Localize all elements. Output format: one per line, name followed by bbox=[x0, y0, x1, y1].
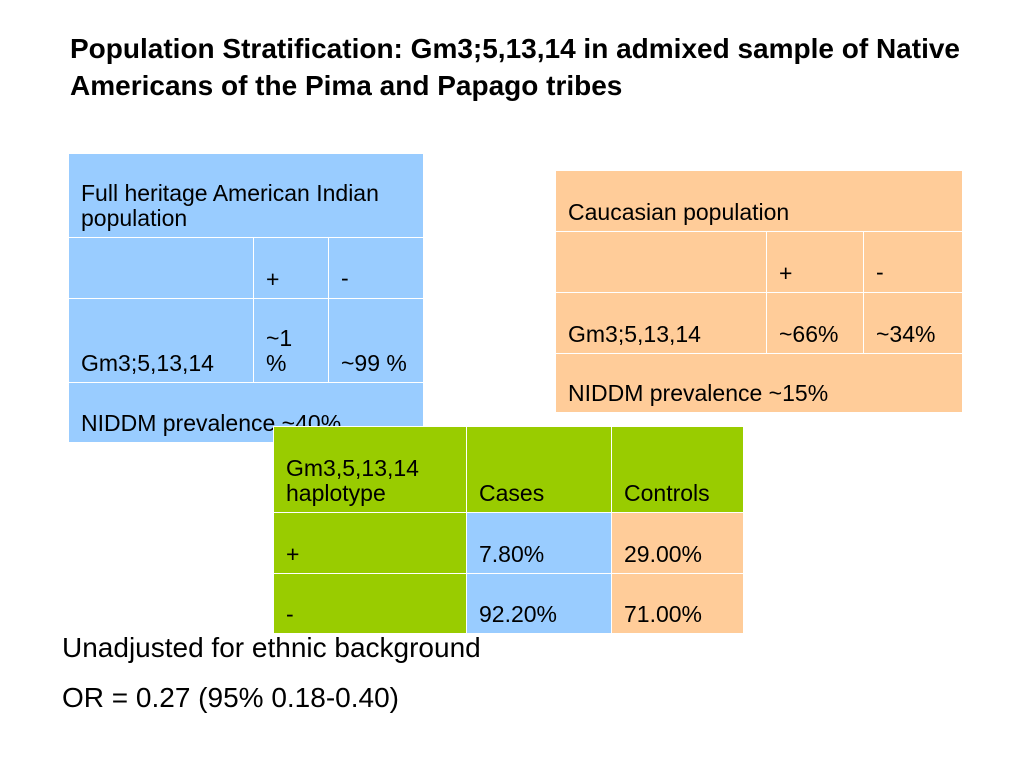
caucasian-table: Caucasian population + - Gm3;5,13,14 ~66… bbox=[555, 170, 963, 413]
controls-header: Controls bbox=[611, 426, 744, 513]
caucasian-val-minus: ~34% bbox=[863, 292, 963, 354]
full-heritage-header: Full heritage American Indian population bbox=[68, 153, 424, 238]
full-heritage-col-minus: - bbox=[328, 237, 424, 299]
full-heritage-val-minus: ~99 % bbox=[328, 298, 424, 383]
row-minus-controls: 71.00% bbox=[611, 573, 744, 634]
full-heritage-table: Full heritage American Indian population… bbox=[68, 153, 424, 443]
note-odds-ratio: OR = 0.27 (95% 0.18-0.40) bbox=[62, 682, 399, 713]
note-unadjusted: Unadjusted for ethnic background bbox=[62, 632, 481, 663]
row-minus-label: - bbox=[273, 573, 467, 634]
caucasian-footer: NIDDM prevalence ~15% bbox=[555, 353, 963, 413]
haplotype-header: Gm3,5,13,14 haplotype bbox=[273, 426, 467, 513]
caucasian-val-plus: ~66% bbox=[766, 292, 864, 354]
row-plus-controls: 29.00% bbox=[611, 512, 744, 574]
caucasian-col-minus: - bbox=[863, 231, 963, 293]
caucasian-row-label: Gm3;5,13,14 bbox=[555, 292, 767, 354]
row-minus-cases: 92.20% bbox=[466, 573, 612, 634]
full-heritage-row-label: Gm3;5,13,14 bbox=[68, 298, 254, 383]
caucasian-header: Caucasian population bbox=[555, 170, 963, 232]
cases-header: Cases bbox=[466, 426, 612, 513]
cases-controls-table: Gm3,5,13,14 haplotype Cases Controls + 7… bbox=[273, 426, 744, 634]
row-plus-label: + bbox=[273, 512, 467, 574]
slide-title: Population Stratification: Gm3;5,13,14 i… bbox=[70, 33, 960, 101]
row-plus-cases: 7.80% bbox=[466, 512, 612, 574]
full-heritage-col-plus: + bbox=[253, 237, 329, 299]
caucasian-col-plus: + bbox=[766, 231, 864, 293]
full-heritage-val-plus: ~1 % bbox=[253, 298, 329, 383]
